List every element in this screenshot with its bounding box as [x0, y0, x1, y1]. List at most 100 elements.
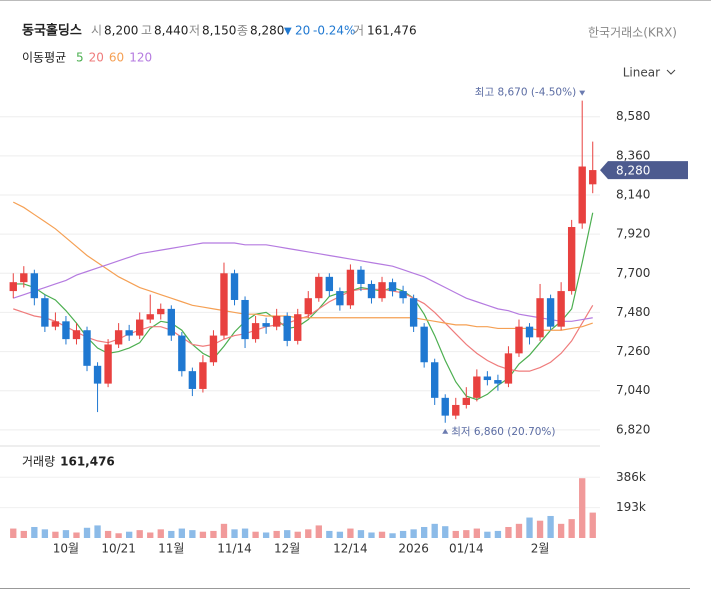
volume-bar: [347, 528, 354, 538]
y-tick-label: 193k: [616, 500, 646, 514]
exchange: 한국거래소(KRX): [588, 26, 677, 40]
volume-bar: [83, 527, 91, 538]
volume-bar: [210, 530, 217, 538]
candle-body: [9, 282, 17, 292]
candle-body: [93, 365, 102, 384]
volume-bar: [315, 525, 322, 538]
x-tick-label: 12월: [274, 542, 300, 556]
candle-body: [473, 376, 481, 398]
x-tick-label: 11/14: [217, 542, 252, 556]
volume-bar: [52, 531, 59, 538]
change: 20: [295, 24, 310, 38]
candle-body: [378, 282, 386, 299]
volume-bar: [273, 530, 280, 538]
candle-body: [420, 326, 428, 363]
candle-body: [462, 397, 470, 405]
candle-body: [525, 326, 534, 338]
volume-bar: [452, 530, 459, 538]
candle-body: [325, 276, 334, 292]
scale-selector[interactable]: Linear: [623, 66, 660, 80]
change-arrow: ▼: [284, 26, 292, 37]
legend-entry: 60: [109, 51, 124, 65]
volume-bar: [326, 530, 333, 538]
candle-body: [136, 319, 144, 336]
y-tick-label: 8,140: [616, 187, 650, 201]
candle-body: [51, 321, 60, 327]
volume-bar: [536, 520, 544, 538]
volume-bar: [473, 528, 480, 538]
value: 8,200: [104, 24, 138, 38]
volume-bar: [168, 530, 175, 538]
last-price-label: 8,280: [616, 164, 650, 178]
candle-body: [357, 269, 365, 284]
volume-bar: [421, 526, 428, 538]
volume-bar: [568, 519, 575, 538]
candle-body: [262, 323, 270, 327]
ma-line: [12, 201, 593, 331]
volume-bar: [305, 529, 312, 538]
y-tick-label: 386k: [616, 470, 646, 484]
candle-body: [104, 344, 112, 384]
x-tick-label: 2월: [531, 542, 550, 556]
change-pct: -0.24%: [313, 24, 355, 38]
volume-bar: [526, 517, 533, 538]
volume-bar: [579, 478, 586, 538]
max-marker: [579, 90, 586, 96]
candle-body: [146, 314, 154, 320]
volume-bar: [220, 523, 228, 538]
volume-bar: [62, 530, 70, 538]
candle-body: [336, 291, 344, 306]
y-tick-label: 7,920: [616, 227, 650, 241]
value: 8,440: [154, 24, 188, 38]
volume-bar: [41, 529, 49, 538]
volume-bar: [126, 531, 133, 538]
volume-bar: [199, 531, 207, 538]
candle-body: [294, 314, 302, 341]
volume-bar: [262, 532, 270, 538]
candle-body: [251, 323, 260, 340]
candle-body: [220, 273, 228, 336]
ma-line: [13, 242, 593, 322]
candle-body: [589, 170, 597, 185]
volume-bar: [505, 526, 512, 538]
candle-body: [241, 299, 249, 340]
y-tick-label: 8,360: [616, 148, 650, 162]
candle-body: [557, 291, 565, 327]
candle-body: [20, 273, 28, 283]
volume-bar: [463, 530, 470, 538]
volume-bar: [189, 530, 196, 538]
volume-bar: [294, 531, 301, 538]
candle-body: [30, 273, 39, 299]
candle-body: [431, 362, 439, 398]
max-annotation: 최고 8,670 (-4.50%): [475, 87, 576, 99]
volume-bar: [410, 529, 417, 538]
volume-bar: [589, 512, 596, 538]
label: 저: [189, 24, 200, 38]
candle-body: [367, 283, 376, 299]
label: 고: [141, 24, 152, 38]
volume-bar: [115, 533, 122, 538]
value: 8,280: [250, 24, 284, 38]
min-marker: [442, 428, 449, 434]
candle-body: [199, 362, 207, 389]
value: 161,476: [367, 24, 417, 38]
x-tick-label: 12/14: [333, 542, 368, 556]
volume-bar: [94, 525, 101, 538]
volume-bar: [178, 528, 185, 538]
volume-bar: [31, 526, 38, 538]
volume-bar: [484, 531, 491, 538]
label: 시: [91, 24, 102, 38]
candle-body: [515, 326, 523, 354]
volume-bar: [73, 532, 80, 538]
x-tick-label: 10월: [53, 542, 79, 556]
dropdown-icon[interactable]: [666, 69, 676, 75]
legend-entry: 5: [76, 51, 84, 65]
candle-body: [546, 298, 555, 327]
volume-bar: [378, 531, 386, 538]
candle-body: [315, 276, 323, 299]
label: 종: [237, 24, 248, 38]
legend-title: 이동평균: [22, 51, 66, 65]
candle-body: [114, 330, 123, 345]
candle-body: [272, 315, 281, 327]
